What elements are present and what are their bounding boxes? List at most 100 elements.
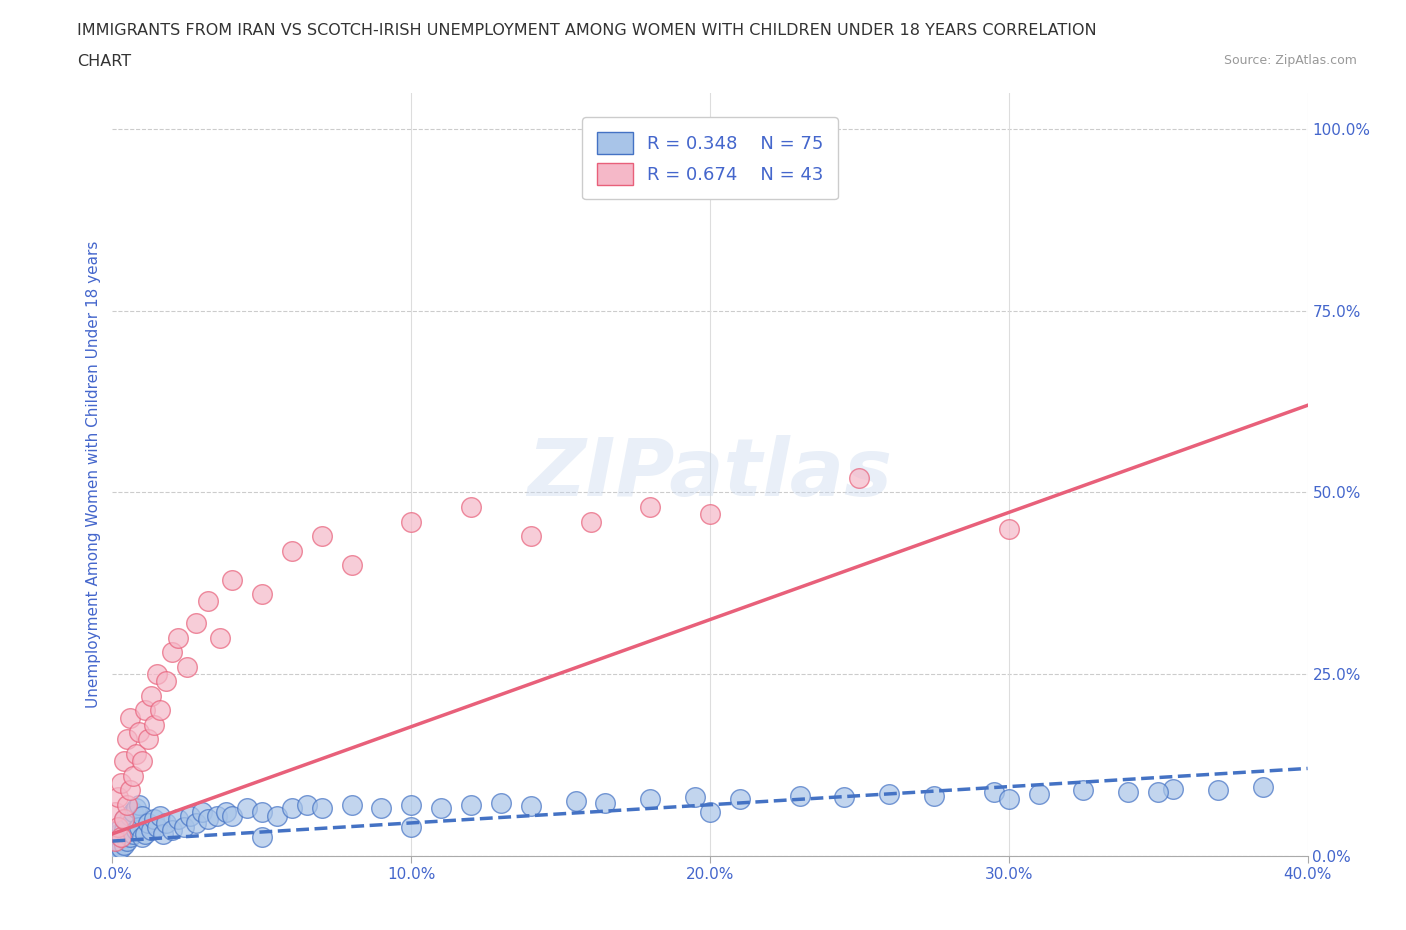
Point <box>1251 779 1274 794</box>
Point <box>250 830 273 844</box>
Point <box>120 711 142 725</box>
Point <box>564 793 586 808</box>
Point <box>789 789 811 804</box>
Point <box>114 812 135 827</box>
Point <box>236 801 259 816</box>
Point <box>215 804 238 819</box>
Text: Source: ZipAtlas.com: Source: ZipAtlas.com <box>1223 54 1357 67</box>
Point <box>128 797 150 812</box>
Point <box>110 830 132 844</box>
Point <box>134 703 156 718</box>
Point <box>460 499 482 514</box>
Point <box>141 823 163 838</box>
Point <box>699 507 721 522</box>
Text: IMMIGRANTS FROM IRAN VS SCOTCH-IRISH UNEMPLOYMENT AMONG WOMEN WITH CHILDREN UNDE: IMMIGRANTS FROM IRAN VS SCOTCH-IRISH UNE… <box>77 23 1097 38</box>
Point <box>1118 784 1140 799</box>
Point <box>107 827 129 842</box>
Point <box>117 816 139 830</box>
Point <box>104 833 127 848</box>
Point <box>125 747 148 762</box>
Point <box>125 801 148 816</box>
Point <box>340 558 363 573</box>
Point <box>167 812 190 827</box>
Point <box>1028 787 1050 802</box>
Point <box>998 522 1021 537</box>
Point <box>205 808 228 823</box>
Point <box>110 776 132 790</box>
Point <box>128 819 150 834</box>
Point <box>117 833 139 848</box>
Point <box>579 514 602 529</box>
Text: CHART: CHART <box>77 54 131 69</box>
Point <box>728 791 751 806</box>
Legend: R = 0.348    N = 75, R = 0.674    N = 43: R = 0.348 N = 75, R = 0.674 N = 43 <box>582 117 838 199</box>
Point <box>122 804 145 819</box>
Point <box>114 812 135 827</box>
Point <box>162 644 183 659</box>
Point <box>131 830 153 844</box>
Point <box>186 616 208 631</box>
Point <box>186 816 208 830</box>
Point <box>110 841 132 856</box>
Point <box>114 837 135 852</box>
Point <box>311 801 333 816</box>
Point <box>197 594 219 609</box>
Point <box>131 808 153 823</box>
Point <box>173 819 195 834</box>
Point <box>520 528 543 543</box>
Text: ZIPatlas: ZIPatlas <box>527 435 893 513</box>
Point <box>879 787 901 802</box>
Point <box>401 819 423 834</box>
Point <box>1147 784 1170 799</box>
Point <box>250 587 273 602</box>
Point <box>104 804 127 819</box>
Point <box>191 804 214 819</box>
Point <box>848 471 870 485</box>
Point <box>104 837 127 852</box>
Point <box>311 528 333 543</box>
Point <box>520 799 543 814</box>
Point <box>114 823 135 838</box>
Point <box>281 543 304 558</box>
Point <box>120 830 142 844</box>
Point <box>107 843 129 857</box>
Point <box>143 812 166 827</box>
Point <box>134 827 156 842</box>
Point <box>683 790 706 805</box>
Point <box>179 808 201 823</box>
Point <box>114 753 135 768</box>
Point <box>266 808 288 823</box>
Point <box>149 808 172 823</box>
Point <box>699 804 721 819</box>
Point <box>138 732 160 747</box>
Point <box>640 499 662 514</box>
Point <box>370 801 392 816</box>
Point <box>460 797 482 812</box>
Point <box>998 791 1021 806</box>
Point <box>143 717 166 732</box>
Point <box>401 797 423 812</box>
Point <box>152 827 174 842</box>
Point <box>430 801 453 816</box>
Point <box>120 783 142 798</box>
Point <box>128 724 150 739</box>
Point <box>107 790 129 805</box>
Point <box>1161 781 1184 796</box>
Point <box>122 827 145 842</box>
Point <box>295 797 318 812</box>
Point <box>834 790 856 805</box>
Point <box>120 808 142 823</box>
Point <box>983 784 1005 799</box>
Point <box>155 816 177 830</box>
Point <box>167 631 190 645</box>
Point <box>131 753 153 768</box>
Y-axis label: Unemployment Among Women with Children Under 18 years: Unemployment Among Women with Children U… <box>86 241 101 708</box>
Point <box>281 801 304 816</box>
Point <box>138 816 160 830</box>
Point <box>125 823 148 838</box>
Point <box>107 819 129 834</box>
Point <box>221 572 243 587</box>
Point <box>117 797 139 812</box>
Point <box>401 514 423 529</box>
Point <box>922 789 945 804</box>
